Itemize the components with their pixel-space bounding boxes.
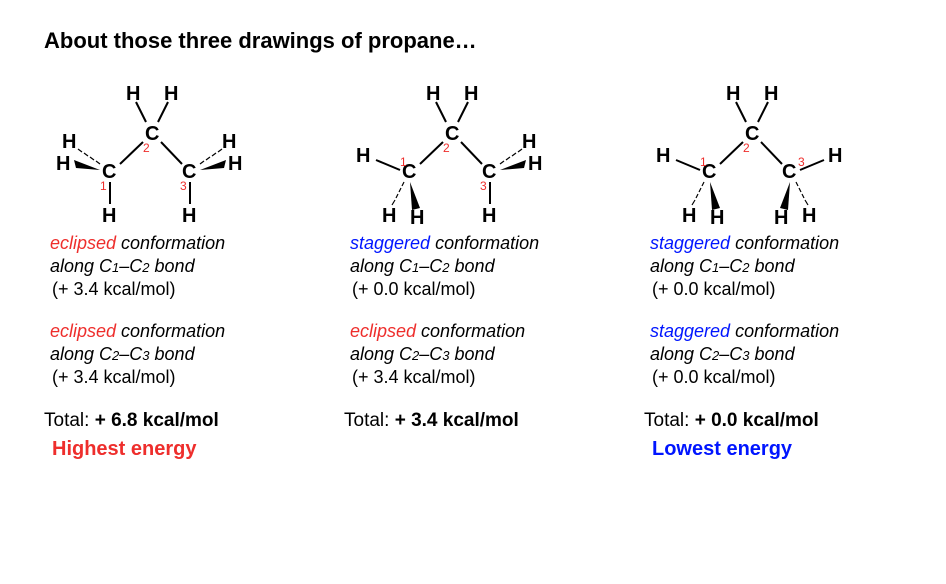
col3-conf2-desc: staggered conformation along C2–C3 bond <box>650 320 839 365</box>
col2-conf1-energy: (+ 0.0 kcal/mol) <box>352 279 476 300</box>
svg-text:H: H <box>522 131 536 153</box>
svg-text:H: H <box>182 205 196 227</box>
svg-text:H: H <box>726 83 740 105</box>
col3-verdict: Lowest energy <box>652 438 792 461</box>
svg-text:1: 1 <box>700 155 707 169</box>
col3-total: Total: + 0.0 kcal/mol <box>644 410 819 432</box>
svg-text:H: H <box>710 207 724 228</box>
col2-total: Total: + 3.4 kcal/mol <box>344 410 519 432</box>
svg-text:1: 1 <box>100 179 107 193</box>
svg-text:H: H <box>682 205 696 227</box>
col2-conf1-desc: staggered conformation along C1–C2 bond <box>350 232 539 277</box>
col1-verdict: Highest energy <box>52 438 196 461</box>
col2-conf2-energy: (+ 3.4 kcal/mol) <box>352 367 476 388</box>
conformation-word: conformation <box>116 233 225 253</box>
svg-text:2: 2 <box>743 141 750 155</box>
svg-text:2: 2 <box>443 141 450 155</box>
svg-text:H: H <box>774 207 788 228</box>
columns-container: C 2 H H C 1 H H H C 3 <box>30 78 930 461</box>
svg-text:H: H <box>656 145 670 167</box>
svg-text:H: H <box>528 153 542 175</box>
svg-text:1: 1 <box>400 155 407 169</box>
col1-total: Total: + 6.8 kcal/mol <box>44 410 219 432</box>
svg-text:H: H <box>164 83 178 105</box>
svg-text:H: H <box>828 145 842 167</box>
col1-conf1-energy: (+ 3.4 kcal/mol) <box>52 279 176 300</box>
svg-text:H: H <box>482 205 496 227</box>
svg-text:C: C <box>782 161 796 183</box>
column-3: C 2 H H C 1 H H H C 3 H H <box>630 78 930 461</box>
col1-conf2-desc: eclipsed conformation along C2–C3 bond <box>50 320 225 365</box>
col3-conf2-energy: (+ 0.0 kcal/mol) <box>652 367 776 388</box>
svg-text:H: H <box>222 131 236 153</box>
col3-conf1-type: staggered <box>650 233 730 253</box>
col1-conf2-type: eclipsed <box>50 321 116 341</box>
column-1: C 2 H H C 1 H H H C 3 <box>30 78 330 461</box>
svg-text:H: H <box>410 207 424 228</box>
svg-text:H: H <box>56 153 70 175</box>
svg-text:H: H <box>764 83 778 105</box>
svg-text:H: H <box>62 131 76 153</box>
svg-text:3: 3 <box>798 155 805 169</box>
svg-text:H: H <box>126 83 140 105</box>
svg-text:H: H <box>464 83 478 105</box>
col1-conf1-desc: eclipsed conformation along C1–C2 bond <box>50 232 225 277</box>
svg-text:H: H <box>228 153 242 175</box>
col2-conf2-desc: eclipsed conformation along C2–C3 bond <box>350 320 525 365</box>
svg-text:3: 3 <box>480 179 487 193</box>
col3-conf1-desc: staggered conformation along C1–C2 bond <box>650 232 839 277</box>
page-title: About those three drawings of propane… <box>44 28 477 54</box>
col1-conf1-type: eclipsed <box>50 233 116 253</box>
col1-conf2-energy: (+ 3.4 kcal/mol) <box>52 367 176 388</box>
svg-text:H: H <box>382 205 396 227</box>
col3-conf2-type: staggered <box>650 321 730 341</box>
bond-word: bond <box>150 256 195 276</box>
col2-conf1-type: staggered <box>350 233 430 253</box>
svg-text:H: H <box>426 83 440 105</box>
propane-structure-2: C 2 H H C 1 H H H C 3 H H <box>330 78 570 228</box>
propane-structure-1: C 2 H H C 1 H H H C 3 <box>30 78 270 228</box>
col3-conf1-energy: (+ 0.0 kcal/mol) <box>652 279 776 300</box>
svg-text:H: H <box>102 205 116 227</box>
svg-text:H: H <box>356 145 370 167</box>
propane-structure-3: C 2 H H C 1 H H H C 3 H H <box>630 78 870 228</box>
svg-text:2: 2 <box>143 141 150 155</box>
col1-conf1-bond: C1–C2 <box>99 256 149 276</box>
along-word: along <box>50 256 99 276</box>
column-2: C 2 H H C 1 H H H C 3 H H <box>330 78 630 461</box>
col2-conf2-type: eclipsed <box>350 321 416 341</box>
svg-text:3: 3 <box>180 179 187 193</box>
svg-text:H: H <box>802 205 816 227</box>
